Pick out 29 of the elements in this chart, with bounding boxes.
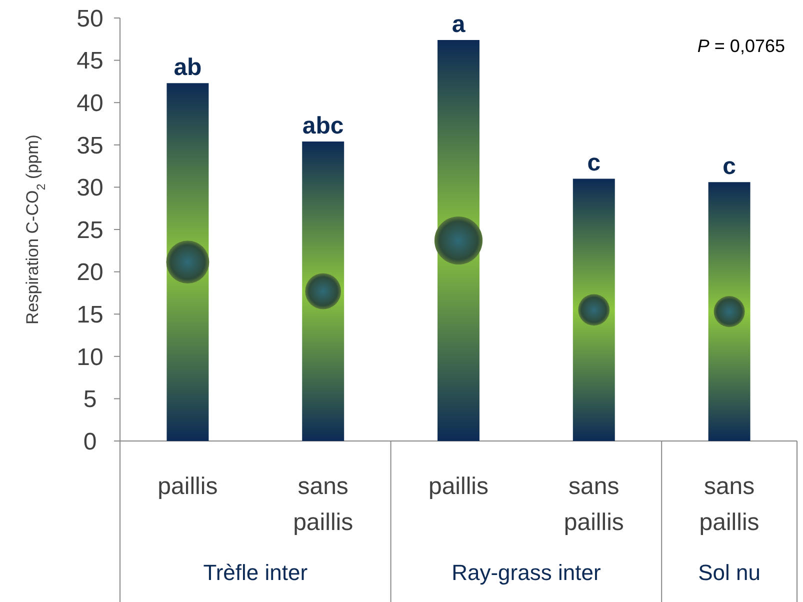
y-tick-label: 0 [83, 428, 97, 456]
x-tick-label: sans paillis [564, 473, 624, 536]
annotation: P = 0,0765 [697, 36, 785, 56]
y-tick-label: 5 [83, 386, 97, 414]
y-tick-label: 15 [76, 302, 104, 328]
x-tick-label: paillis [428, 473, 489, 500]
data-label: ab [174, 54, 202, 82]
y-tick-label: 50 [76, 5, 104, 32]
y-tick-label: 40 [76, 90, 104, 117]
y-tick-label: 10 [76, 344, 104, 371]
text: Trèfle inter [203, 560, 308, 585]
bar [708, 182, 750, 441]
bar [302, 142, 344, 441]
y-tick-label: 35 [76, 132, 104, 160]
y-tick-label: 45 [76, 48, 104, 75]
data-label: abc [302, 112, 344, 140]
x-tick-label: paillis [158, 473, 218, 500]
text: Sol nu [698, 560, 760, 585]
bar [572, 178, 615, 441]
text: Ray-grass inter [452, 560, 601, 585]
y-tick-label: 25 [76, 216, 104, 244]
bar [166, 83, 209, 441]
data-label: a [452, 10, 466, 38]
x-tick-label: sans paillis [293, 473, 354, 536]
data-label: c [722, 153, 736, 180]
data-label: c [587, 150, 601, 177]
x-tick-label: sans paillis [699, 473, 760, 536]
y-tick-label: 20 [76, 259, 104, 286]
y-tick-label: 30 [76, 174, 104, 202]
